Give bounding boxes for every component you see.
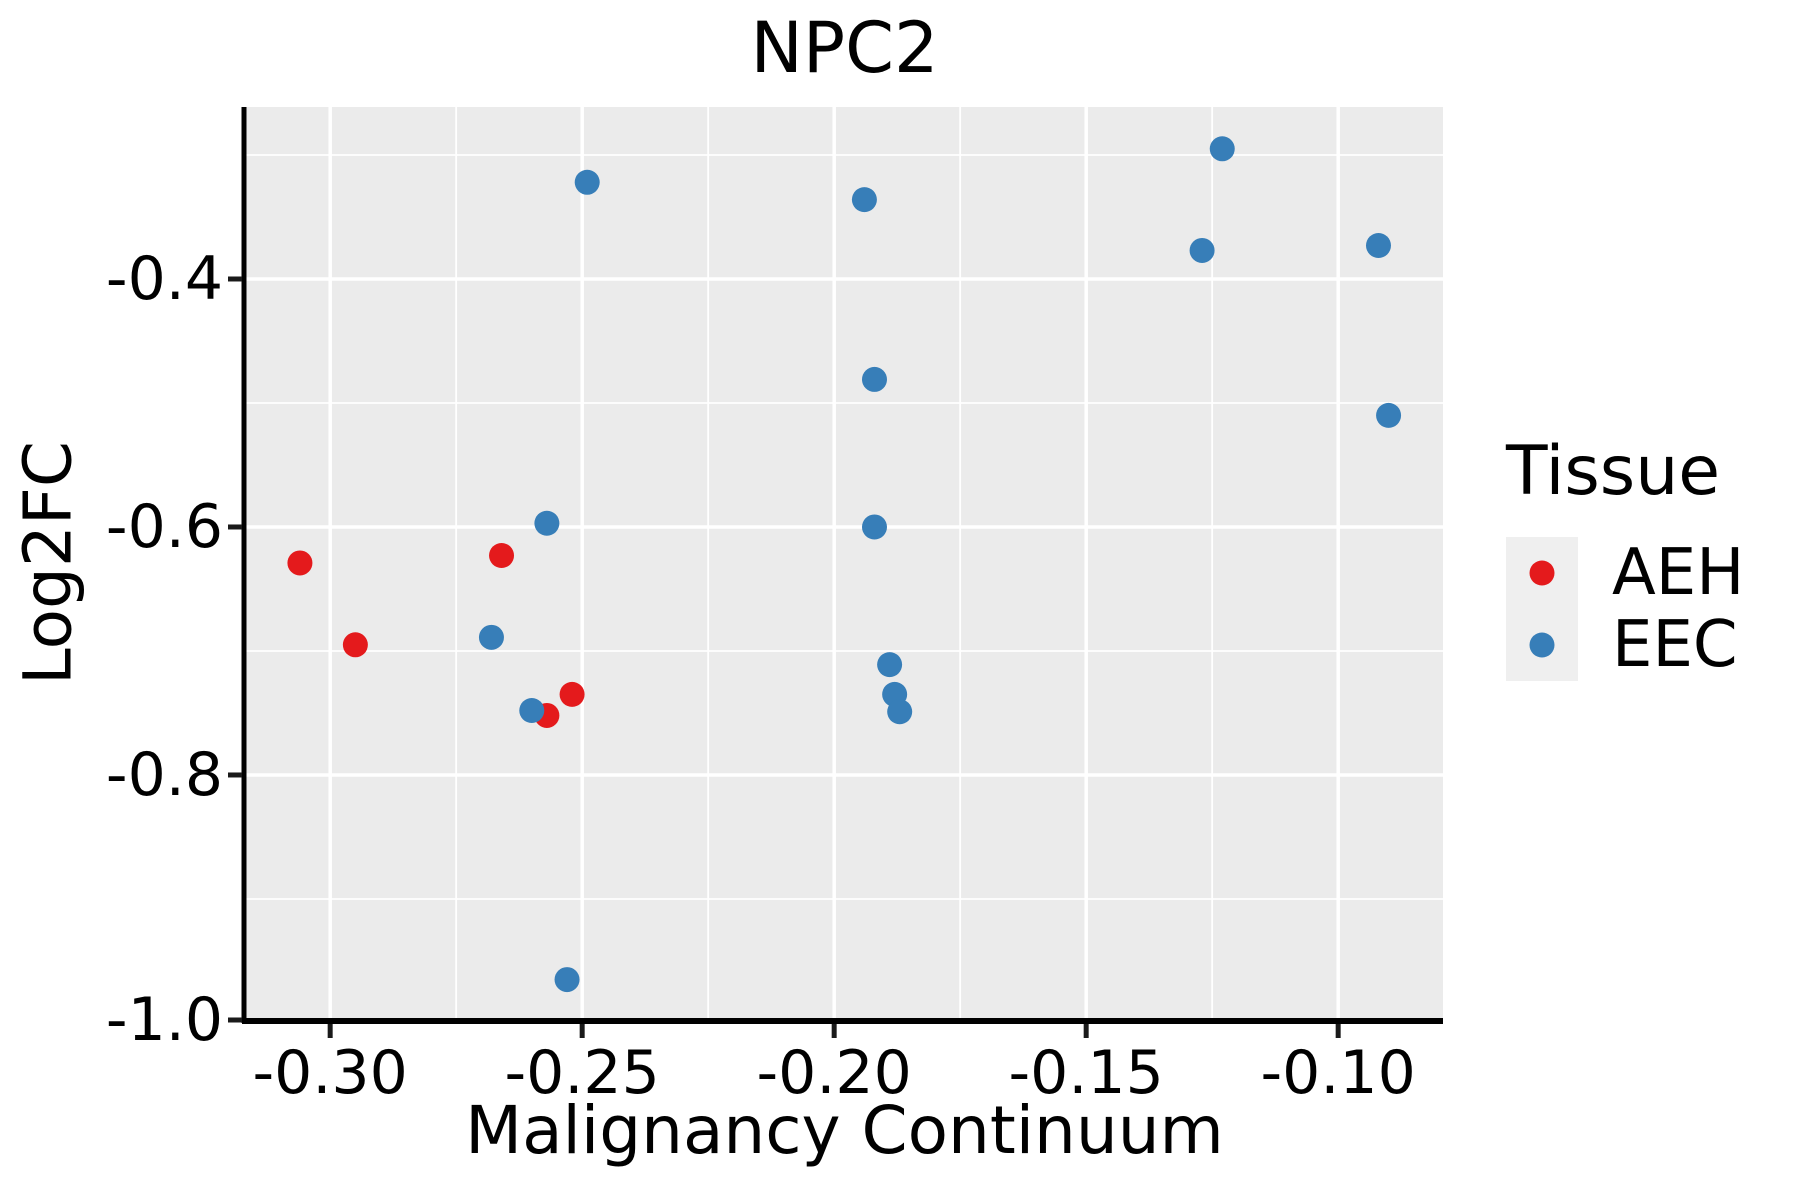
legend-marker-aeh-icon — [1529, 560, 1555, 586]
legend-item-eec: EEC — [1506, 608, 1744, 683]
legend-label-eec: EEC — [1612, 608, 1738, 683]
legend-key-aeh — [1506, 537, 1578, 610]
y-tick-label: -1.0 — [105, 985, 223, 1055]
data-point-eec — [877, 652, 903, 678]
data-point-aeh — [559, 681, 585, 707]
legend-marker-eec-icon — [1529, 632, 1555, 658]
legend-key-eec — [1506, 609, 1578, 682]
data-point-eec — [1376, 402, 1402, 428]
x-tick-label: -0.20 — [756, 1038, 912, 1108]
x-axis-label: Malignancy Continuum — [465, 1092, 1224, 1169]
data-point-eec — [574, 169, 600, 195]
x-tick-label: -0.10 — [1260, 1038, 1416, 1108]
data-point-eec — [861, 514, 887, 540]
legend: Tissue AEH EEC — [1506, 432, 1745, 683]
x-tick-label: -0.30 — [252, 1038, 408, 1108]
data-point-aeh — [489, 543, 515, 569]
x-tick-label: -0.25 — [504, 1038, 660, 1108]
x-tick-label: -0.15 — [1008, 1038, 1164, 1108]
data-point-eec — [554, 967, 580, 993]
y-tick-label: -0.8 — [105, 739, 223, 810]
data-point-eec — [519, 698, 545, 724]
data-point-eec — [861, 366, 887, 392]
plot-panel-background — [246, 107, 1443, 1020]
data-point-eec — [534, 510, 560, 536]
y-axis-label: Log2FC — [9, 441, 87, 685]
y-tick-label: -0.4 — [105, 243, 223, 314]
legend-item-aeh: AEH — [1506, 536, 1745, 611]
chart-title: NPC2 — [750, 7, 939, 89]
data-point-eec — [1365, 233, 1391, 259]
data-point-eec — [1189, 237, 1215, 263]
data-point-eec — [851, 187, 877, 213]
data-point-eec — [478, 624, 504, 650]
data-point-eec — [887, 699, 913, 725]
data-point-aeh — [287, 550, 313, 576]
data-point-aeh — [342, 632, 368, 658]
legend-title: Tissue — [1506, 432, 1721, 511]
legend-label-aeh: AEH — [1612, 536, 1745, 611]
y-tick-label: -0.6 — [105, 491, 223, 562]
data-point-eec — [1209, 136, 1235, 162]
